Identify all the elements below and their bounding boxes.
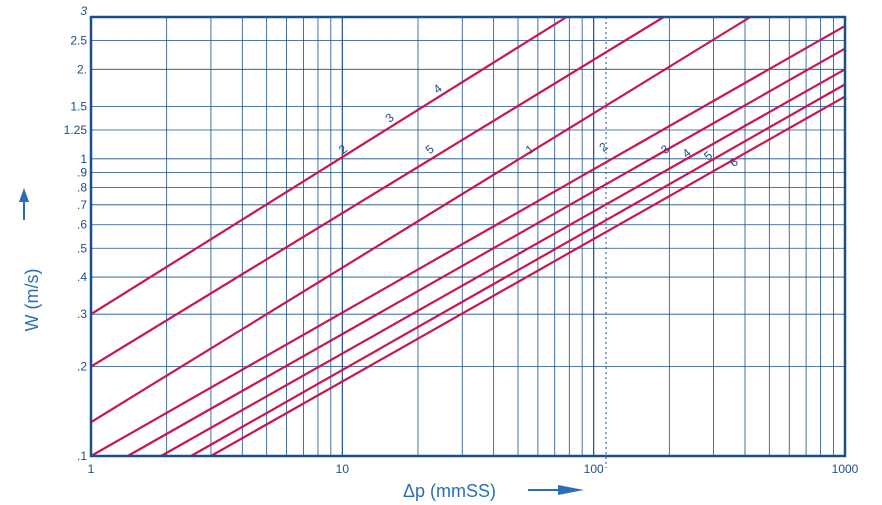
- series-line-4: [160, 68, 846, 457]
- series-line-1: [90, 16, 751, 424]
- curve-label: 2: [596, 139, 610, 154]
- x-tick-label: 1000: [832, 462, 859, 476]
- y-tick-label: .6: [77, 218, 87, 232]
- x-tick-label: 10: [336, 462, 350, 476]
- y-axis-arrow: [19, 188, 29, 220]
- x-tick-label: 1: [88, 462, 95, 476]
- series-line-3: [127, 47, 846, 457]
- x-axis-title: Δp (mmSS): [403, 481, 496, 501]
- curve-label: 5: [423, 142, 437, 157]
- y-tick-label: .3: [77, 307, 87, 321]
- series-line-5: [190, 83, 846, 457]
- y-tick-label: 2.5: [70, 34, 87, 48]
- y-axis-title: W (m/s): [22, 269, 42, 332]
- y-tick-label: .7: [77, 198, 87, 212]
- y-tick-label: .9: [77, 165, 87, 179]
- series-line-6: [210, 95, 846, 457]
- y-tick-label: 1.5: [70, 99, 87, 113]
- y-tick-label: 1.25: [64, 123, 88, 137]
- y-tick-label: 1: [80, 152, 87, 166]
- y-tick-label: .2: [77, 360, 87, 374]
- series-line-2: [90, 24, 846, 457]
- x-tick-label: 100: [584, 462, 604, 476]
- series-line-2: [90, 16, 568, 316]
- plot-frame: [89, 15, 847, 458]
- y-tick-label: 3: [80, 4, 87, 18]
- y-tick-label: .5: [77, 241, 87, 255]
- series-group: [90, 16, 846, 457]
- x-axis-title-group: Δp (mmSS): [403, 481, 584, 501]
- y-tick-label: .4: [77, 270, 87, 284]
- tick-labels: 1 10 100 1000.1.2.3.4.5.6.7.8.911.251.52.2.…: [64, 4, 859, 476]
- y-tick-label: .1: [77, 449, 87, 463]
- y-tick-label: .8: [77, 181, 87, 195]
- grid: [91, 17, 845, 468]
- x-axis-arrow: [528, 485, 584, 495]
- series-line-5: [90, 16, 665, 368]
- y-tick-label: 2.: [77, 62, 87, 76]
- y-axis-title-group: W (m/s): [19, 188, 42, 331]
